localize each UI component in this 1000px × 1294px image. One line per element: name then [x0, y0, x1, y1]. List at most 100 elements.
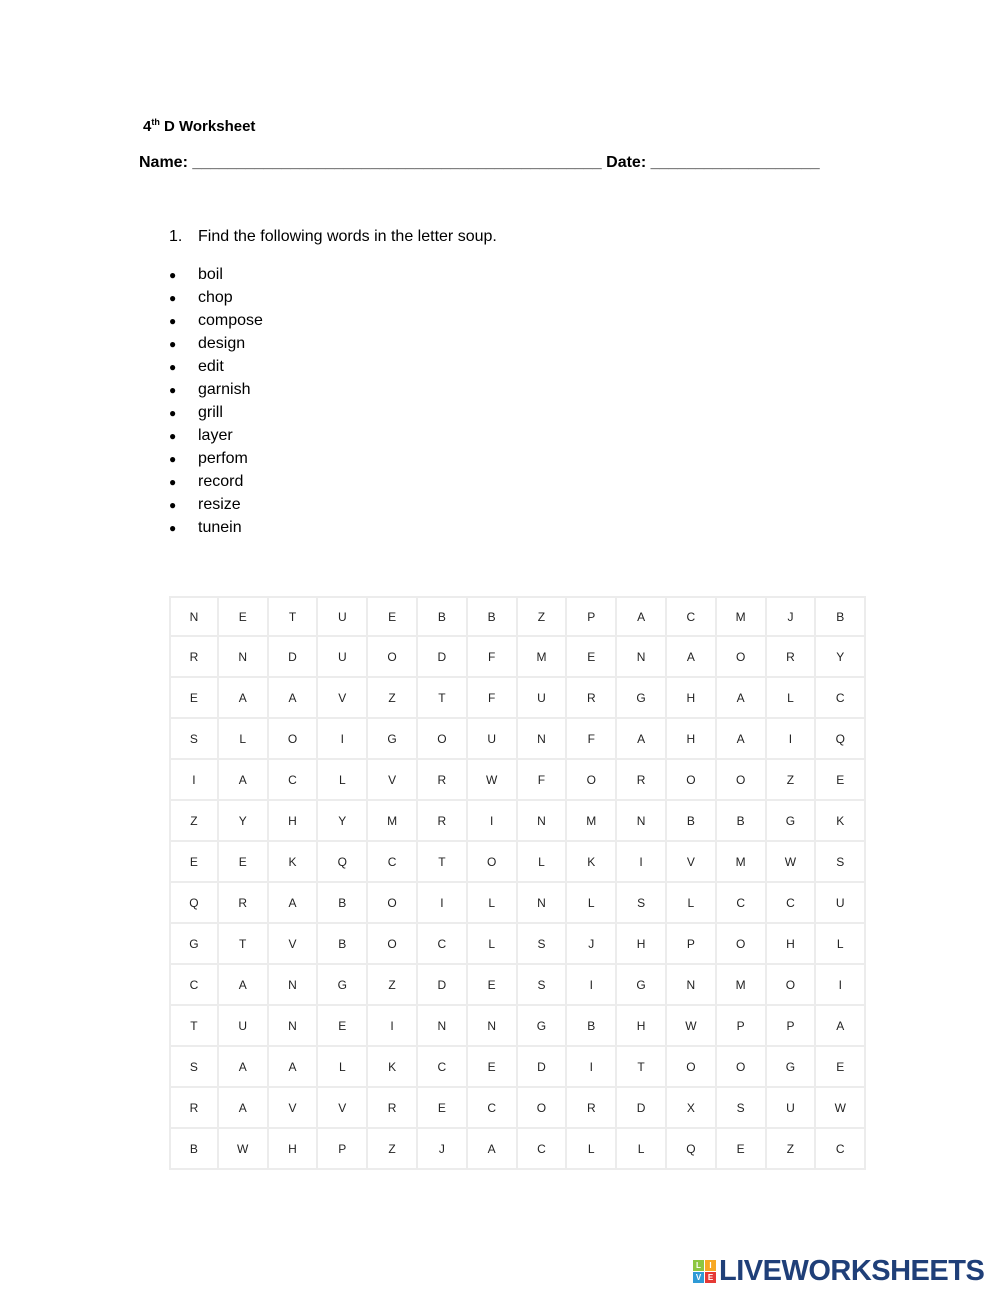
grid-cell[interactable]: A	[218, 760, 269, 801]
grid-cell[interactable]: P	[666, 924, 717, 965]
grid-cell[interactable]: L	[467, 924, 518, 965]
grid-cell[interactable]: A	[218, 678, 269, 719]
date-field[interactable]: ___________________	[650, 154, 820, 171]
grid-cell[interactable]: Q	[318, 842, 369, 883]
grid-cell[interactable]: Z	[368, 965, 418, 1006]
grid-cell[interactable]: N	[169, 596, 219, 637]
grid-cell[interactable]: C	[716, 883, 767, 924]
grid-cell[interactable]: F	[517, 760, 568, 801]
grid-cell[interactable]: J	[766, 596, 817, 637]
grid-cell[interactable]: S	[716, 1088, 767, 1129]
grid-cell[interactable]: S	[169, 719, 219, 760]
grid-cell[interactable]: E	[716, 1129, 767, 1170]
grid-cell[interactable]: C	[517, 1129, 568, 1170]
grid-cell[interactable]: O	[417, 719, 468, 760]
grid-cell[interactable]: C	[467, 1088, 518, 1129]
grid-cell[interactable]: P	[318, 1129, 369, 1170]
grid-cell[interactable]: N	[517, 883, 568, 924]
grid-cell[interactable]: J	[567, 924, 618, 965]
grid-cell[interactable]: H	[666, 719, 717, 760]
grid-cell[interactable]: G	[617, 965, 667, 1006]
grid-cell[interactable]: H	[268, 801, 319, 842]
grid-cell[interactable]: I	[368, 1006, 418, 1047]
grid-cell[interactable]: O	[716, 1047, 767, 1088]
grid-cell[interactable]: N	[467, 1006, 518, 1047]
grid-cell[interactable]: L	[318, 760, 369, 801]
grid-cell[interactable]: O	[517, 1088, 568, 1129]
grid-cell[interactable]: R	[567, 678, 618, 719]
grid-cell[interactable]: I	[169, 760, 219, 801]
grid-cell[interactable]: Y	[816, 637, 867, 678]
grid-cell[interactable]: N	[218, 637, 269, 678]
grid-cell[interactable]: L	[517, 842, 568, 883]
grid-cell[interactable]: A	[617, 719, 667, 760]
grid-cell[interactable]: O	[766, 965, 817, 1006]
grid-cell[interactable]: F	[567, 719, 618, 760]
grid-cell[interactable]: E	[318, 1006, 369, 1047]
grid-cell[interactable]: D	[268, 637, 319, 678]
grid-cell[interactable]: G	[368, 719, 418, 760]
grid-cell[interactable]: O	[716, 760, 767, 801]
grid-cell[interactable]: C	[666, 596, 717, 637]
grid-cell[interactable]: R	[169, 637, 219, 678]
grid-cell[interactable]: L	[467, 883, 518, 924]
grid-cell[interactable]: X	[666, 1088, 717, 1129]
grid-cell[interactable]: C	[816, 678, 867, 719]
grid-cell[interactable]: V	[268, 1088, 319, 1129]
grid-cell[interactable]: F	[467, 637, 518, 678]
grid-cell[interactable]: R	[169, 1088, 219, 1129]
grid-cell[interactable]: A	[666, 637, 717, 678]
grid-cell[interactable]: A	[218, 965, 269, 1006]
grid-cell[interactable]: L	[816, 924, 867, 965]
grid-cell[interactable]: O	[368, 924, 418, 965]
grid-cell[interactable]: R	[766, 637, 817, 678]
grid-cell[interactable]: C	[268, 760, 319, 801]
grid-cell[interactable]: N	[268, 965, 319, 1006]
grid-cell[interactable]: N	[517, 719, 568, 760]
grid-cell[interactable]: N	[417, 1006, 468, 1047]
grid-cell[interactable]: A	[268, 1047, 319, 1088]
grid-cell[interactable]: I	[816, 965, 867, 1006]
grid-cell[interactable]: V	[318, 1088, 369, 1129]
grid-cell[interactable]: O	[666, 1047, 717, 1088]
grid-cell[interactable]: C	[169, 965, 219, 1006]
grid-cell[interactable]: E	[816, 760, 867, 801]
grid-cell[interactable]: Q	[666, 1129, 717, 1170]
grid-cell[interactable]: U	[766, 1088, 817, 1129]
grid-cell[interactable]: I	[467, 801, 518, 842]
grid-cell[interactable]: B	[169, 1129, 219, 1170]
grid-cell[interactable]: I	[617, 842, 667, 883]
grid-cell[interactable]: L	[567, 1129, 618, 1170]
grid-cell[interactable]: O	[567, 760, 618, 801]
grid-cell[interactable]: K	[268, 842, 319, 883]
grid-cell[interactable]: N	[617, 801, 667, 842]
grid-cell[interactable]: M	[716, 965, 767, 1006]
grid-cell[interactable]: C	[417, 1047, 468, 1088]
grid-cell[interactable]: B	[567, 1006, 618, 1047]
grid-cell[interactable]: G	[169, 924, 219, 965]
grid-cell[interactable]: B	[816, 596, 867, 637]
grid-cell[interactable]: A	[268, 883, 319, 924]
grid-cell[interactable]: W	[467, 760, 518, 801]
grid-cell[interactable]: E	[169, 842, 219, 883]
grid-cell[interactable]: S	[517, 924, 568, 965]
grid-cell[interactable]: Z	[169, 801, 219, 842]
grid-cell[interactable]: U	[816, 883, 867, 924]
grid-cell[interactable]: A	[716, 719, 767, 760]
grid-cell[interactable]: G	[318, 965, 369, 1006]
grid-cell[interactable]: I	[417, 883, 468, 924]
grid-cell[interactable]: S	[816, 842, 867, 883]
grid-cell[interactable]: N	[666, 965, 717, 1006]
grid-cell[interactable]: K	[368, 1047, 418, 1088]
grid-cell[interactable]: P	[766, 1006, 817, 1047]
grid-cell[interactable]: P	[716, 1006, 767, 1047]
grid-cell[interactable]: M	[567, 801, 618, 842]
grid-cell[interactable]: T	[169, 1006, 219, 1047]
grid-cell[interactable]: V	[666, 842, 717, 883]
grid-cell[interactable]: E	[218, 596, 269, 637]
grid-cell[interactable]: A	[218, 1088, 269, 1129]
grid-cell[interactable]: E	[467, 965, 518, 1006]
grid-cell[interactable]: T	[617, 1047, 667, 1088]
grid-cell[interactable]: B	[318, 924, 369, 965]
grid-cell[interactable]: K	[816, 801, 867, 842]
